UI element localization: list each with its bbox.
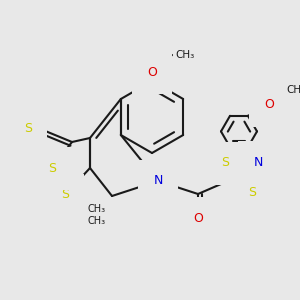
Text: N: N xyxy=(253,155,263,169)
Text: CH₃: CH₃ xyxy=(175,50,194,60)
Text: CH₃: CH₃ xyxy=(88,204,106,214)
Text: O: O xyxy=(147,65,157,79)
Text: N: N xyxy=(153,175,163,188)
Text: O: O xyxy=(264,98,274,112)
Text: S: S xyxy=(248,187,256,200)
Text: CH₂CH₃: CH₂CH₃ xyxy=(286,85,300,95)
Text: S: S xyxy=(221,157,229,169)
Text: CH₃: CH₃ xyxy=(88,216,106,226)
Text: S: S xyxy=(61,188,69,202)
Text: S: S xyxy=(24,122,32,134)
Text: O: O xyxy=(193,212,203,224)
Text: S: S xyxy=(48,161,56,175)
